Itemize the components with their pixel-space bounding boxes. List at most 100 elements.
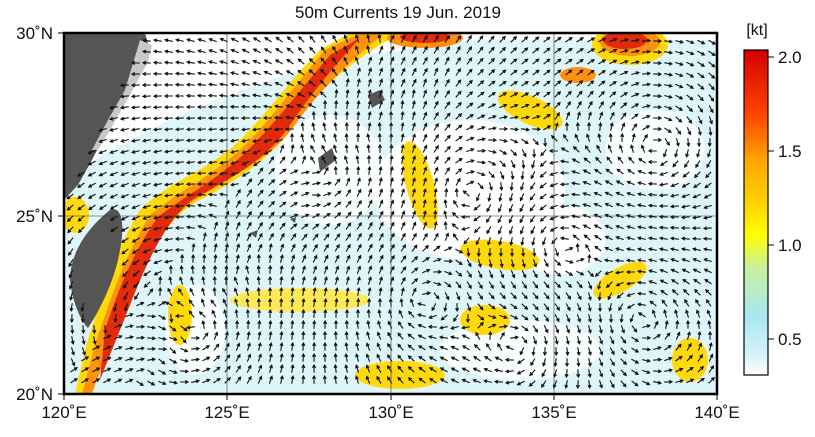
current-arrow: [76, 171, 85, 177]
current-arrow: [235, 353, 241, 362]
current-arrow: [422, 155, 428, 164]
current-arrow: [532, 149, 537, 159]
current-arrow: [334, 254, 340, 263]
current-arrow: [147, 336, 157, 341]
current-arrow: [136, 324, 146, 329]
current-arrow: [80, 314, 85, 324]
current-arrow: [333, 144, 338, 153]
current-arrow: [647, 192, 657, 197]
current-arrow: [253, 160, 261, 167]
current-arrow: [422, 232, 428, 241]
current-arrow: [197, 38, 206, 43]
current-arrow: [92, 367, 101, 373]
current-arrow: [576, 314, 582, 323]
current-arrow: [378, 67, 384, 76]
current-arrow: [235, 319, 240, 329]
current-arrow: [290, 352, 295, 362]
current-arrow: [433, 166, 439, 175]
current-arrow: [163, 149, 173, 154]
current-arrow: [521, 281, 528, 289]
current-arrow: [197, 224, 206, 230]
current-arrow: [708, 39, 717, 45]
current-arrow: [499, 126, 509, 131]
current-arrow: [598, 59, 607, 65]
current-arrow: [532, 47, 540, 54]
current-arrow: [131, 237, 140, 243]
current-arrow: [570, 192, 580, 197]
current-arrow: [69, 314, 74, 324]
lat-tick-label: 30˚N: [16, 24, 53, 43]
current-arrow: [422, 188, 427, 197]
current-arrow: [532, 270, 538, 279]
current-arrow: [609, 37, 618, 43]
current-arrow: [620, 112, 627, 120]
current-arrow: [308, 57, 316, 65]
taiwan-island: [70, 209, 123, 328]
current-arrow: [163, 160, 173, 165]
current-arrow: [319, 91, 327, 98]
current-arrow: [658, 182, 668, 187]
current-arrow: [356, 188, 362, 197]
current-arrow: [207, 171, 217, 176]
current-arrow: [70, 358, 76, 367]
current-arrow: [543, 314, 549, 322]
current-arrow: [686, 39, 695, 45]
current-arrow: [245, 276, 250, 285]
current-arrow: [98, 182, 107, 188]
current-arrow: [521, 47, 529, 54]
current-arrow: [648, 290, 657, 296]
current-arrow: [367, 286, 372, 296]
current-arrow: [121, 237, 129, 243]
current-arrow: [609, 347, 615, 356]
current-arrow: [92, 378, 101, 384]
current-arrow: [119, 127, 129, 132]
current-arrow: [702, 236, 712, 241]
current-arrow: [185, 149, 195, 154]
current-arrow: [189, 287, 195, 296]
current-arrow: [130, 72, 140, 77]
current-arrow: [268, 330, 273, 340]
current-arrow: [290, 363, 295, 373]
current-arrow: [235, 330, 240, 340]
current-arrow: [605, 168, 613, 175]
current-arrow: [672, 160, 679, 168]
current-arrow: [400, 143, 405, 153]
current-arrow: [614, 258, 624, 263]
current-arrow: [142, 226, 151, 232]
current-arrow: [586, 133, 591, 142]
current-arrow: [246, 243, 252, 252]
current-arrow: [466, 113, 474, 120]
current-arrow: [554, 122, 559, 131]
current-arrow: [620, 59, 629, 65]
current-arrow: [504, 357, 514, 362]
current-arrow: [438, 325, 448, 330]
current-arrow: [455, 157, 463, 164]
current-arrow: [543, 58, 551, 65]
current-arrow: [565, 347, 570, 357]
current-arrow: [433, 177, 438, 186]
current-arrow: [158, 325, 167, 331]
current-arrow: [185, 160, 195, 165]
current-arrow: [697, 116, 703, 125]
current-arrow: [554, 58, 562, 65]
current-arrow: [81, 347, 87, 356]
current-arrow: [631, 92, 640, 98]
current-arrow: [290, 143, 295, 153]
map-content: [64, 33, 717, 394]
current-arrow: [614, 270, 624, 275]
current-arrow: [208, 82, 217, 87]
current-arrow: [433, 67, 439, 76]
current-arrow: [691, 215, 701, 220]
current-arrow: [626, 203, 635, 208]
current-arrow: [136, 380, 144, 387]
current-arrow: [417, 345, 426, 351]
current-arrow: [598, 369, 604, 378]
current-arrow: [257, 364, 263, 373]
current-arrow: [554, 80, 562, 87]
current-arrow: [322, 341, 327, 351]
current-arrow: [279, 156, 286, 164]
current-arrow: [466, 34, 472, 43]
current-arrow: [290, 243, 296, 252]
current-arrow: [263, 70, 272, 76]
lat-tick-label: 25˚N: [16, 207, 53, 226]
